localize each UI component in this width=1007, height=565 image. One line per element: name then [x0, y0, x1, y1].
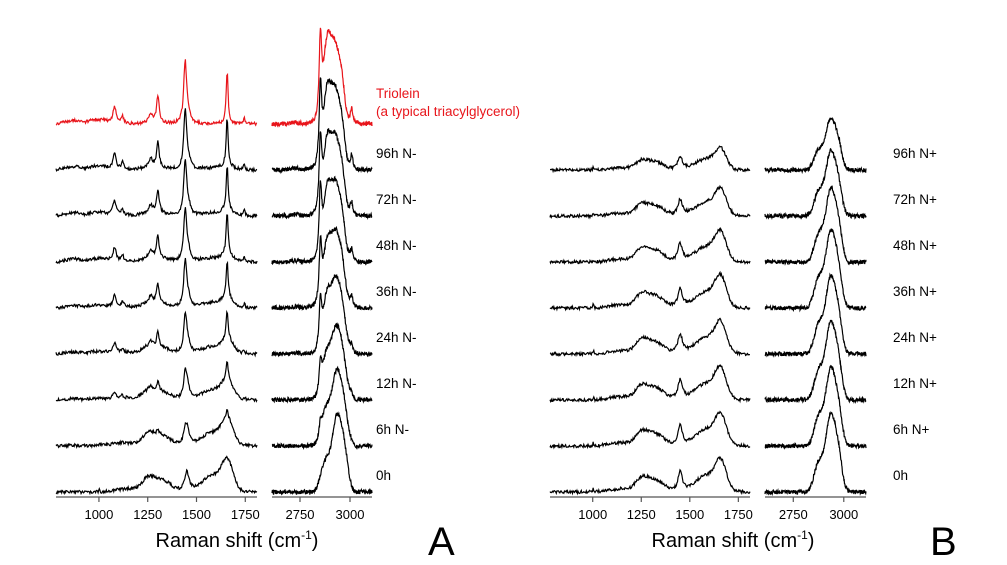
series-label: 12h N- [376, 376, 417, 391]
x-axis-title: Raman shift (cm-1) [652, 528, 815, 552]
series-line-high [271, 411, 373, 496]
series-label: 24h N+ [893, 330, 937, 345]
x-tick-label: 1000 [578, 507, 607, 522]
series-label: 96h N+ [893, 146, 937, 161]
x-tick-label: 3000 [829, 507, 858, 522]
series-label: 48h N- [376, 238, 417, 253]
series-line-low [55, 309, 258, 358]
series-line-low [55, 108, 258, 174]
series-line-high [271, 27, 373, 128]
series-line-low [55, 409, 258, 449]
series-line-low [550, 145, 751, 174]
x-tick-label: 1250 [627, 507, 656, 522]
series-label: 0h [376, 468, 391, 483]
x-tick-label: 1750 [231, 507, 260, 522]
x-axis-title: Raman shift (cm-1) [156, 528, 319, 552]
series-line-high [764, 364, 867, 450]
x-tick-label: 2750 [286, 507, 315, 522]
x-tick-label: 1000 [84, 507, 113, 522]
series-line-high [271, 225, 373, 312]
x-tick-label: 1500 [182, 507, 211, 522]
series-line-low [55, 257, 258, 311]
series-label-line2: (a typical triacylglycerol) [376, 104, 520, 119]
series-label: 36h N- [376, 284, 417, 299]
series-label: 12h N+ [893, 376, 937, 391]
panel-label: B [930, 520, 957, 564]
x-tick-label: 1750 [724, 507, 753, 522]
series-line-high [764, 319, 867, 405]
series-line-low [55, 361, 258, 403]
series-line-low [549, 270, 751, 312]
series-line-high [764, 272, 867, 358]
series-label: 6h N+ [893, 422, 930, 437]
x-tick-label: 1250 [133, 507, 162, 522]
panel-label: A [428, 520, 455, 564]
series-line-low [55, 207, 258, 265]
series-label: 0h [893, 468, 908, 483]
series-label: Triolein [376, 86, 420, 101]
series-line-high [764, 410, 867, 497]
series-line-high [271, 175, 373, 266]
series-line-high [271, 127, 373, 220]
series-line-low [549, 184, 751, 220]
x-tick-label: 2750 [779, 507, 808, 522]
series-line-high [271, 365, 373, 450]
series-label: 48h N+ [893, 238, 937, 253]
series-label: 36h N+ [893, 284, 937, 299]
series-line-low [549, 455, 751, 496]
x-tick-label: 1500 [675, 507, 704, 522]
series-label: 96h N- [376, 146, 417, 161]
series-line-high [271, 322, 373, 404]
series-label: 72h N+ [893, 192, 937, 207]
series-line-low [549, 364, 751, 404]
series-line-high [271, 77, 373, 175]
series-label: 72h N- [376, 192, 417, 207]
series-line-low [55, 59, 258, 127]
series-line-low [55, 455, 258, 496]
series-line-low [55, 159, 258, 220]
series-line-high [271, 274, 373, 358]
series-line-high [764, 147, 867, 220]
x-tick-label: 3000 [336, 507, 365, 522]
series-line-high [764, 184, 867, 267]
series-line-low [549, 226, 751, 266]
series-label: 24h N- [376, 330, 417, 345]
panel-a: Triolein (a typical triacylglycerol) 96h N… [55, 27, 520, 564]
series-line-low [549, 410, 751, 450]
series-line-low [549, 317, 750, 358]
series-line-high [764, 117, 867, 175]
series-label: 6h N- [376, 422, 409, 437]
series-line-high [764, 228, 867, 313]
panel-b: 96h N+ 72h N+ 48h N+ 36h N+ 24h N+ 12h N+ 6h N… [549, 117, 957, 564]
